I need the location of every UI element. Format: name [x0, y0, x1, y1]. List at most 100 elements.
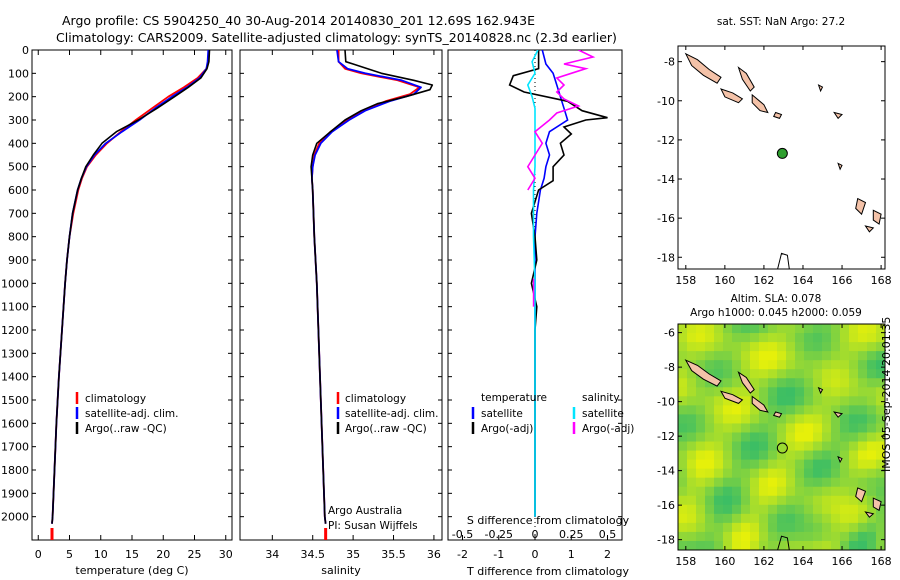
sla-cell — [858, 531, 868, 542]
sla-cell — [867, 378, 877, 388]
sla-cell — [687, 432, 697, 443]
x-tick-label: 162 — [753, 555, 774, 568]
sla-map-title: Altim. SLA: 0.078 — [731, 293, 822, 305]
sla-cell — [831, 540, 841, 550]
sla-cell — [786, 513, 796, 524]
y-tick-label: 1500 — [1, 394, 29, 407]
sla-cell — [696, 405, 706, 415]
sla-cell — [732, 405, 742, 415]
y-tick-label: -8 — [664, 361, 675, 374]
sla-cell — [795, 351, 805, 361]
sla-cell — [750, 351, 760, 361]
y-tick-label: 700 — [8, 207, 29, 220]
sla-cell — [714, 504, 724, 515]
sla-cell — [741, 414, 751, 424]
island — [773, 111, 783, 120]
sla-cell — [696, 486, 706, 497]
x-tick-label: 160 — [714, 274, 735, 287]
sla-cell — [867, 540, 877, 550]
sla-cell — [804, 540, 814, 550]
sla-cell — [858, 441, 868, 452]
sla-cell — [777, 441, 787, 452]
sla-cell — [732, 477, 742, 488]
island — [684, 52, 722, 84]
sla-cell — [840, 468, 850, 479]
sla-cell — [777, 378, 787, 388]
sla-cell — [813, 378, 823, 388]
sla-cell — [813, 423, 823, 433]
sla-cell — [750, 504, 760, 515]
sla-cell — [795, 405, 805, 415]
sla-cell — [678, 486, 688, 497]
sla-cell — [876, 342, 885, 352]
sla-cell — [723, 450, 733, 461]
x-tick-label: 164 — [792, 274, 813, 287]
sla-cell — [849, 513, 859, 524]
sla-cell — [867, 468, 877, 479]
sla-cell — [804, 387, 814, 397]
sla-cell — [687, 495, 697, 506]
temperature-lines — [50, 50, 211, 540]
sla-cell — [840, 504, 850, 515]
sla-cell — [822, 342, 832, 352]
island — [751, 93, 769, 114]
sst-map-axes: 158 160 162 164 166 168 -8 -10 -12 -14 -16 -18 — [657, 46, 892, 287]
sla-cell — [705, 495, 715, 506]
x-tick-label: 168 — [871, 555, 892, 568]
sla-cell — [723, 504, 733, 515]
x-tick-label: 166 — [832, 555, 853, 568]
sla-cell — [867, 351, 877, 361]
sla-cell — [696, 342, 706, 352]
sla-cell — [768, 486, 778, 497]
sla-cell — [687, 468, 697, 479]
sla-cell — [750, 486, 760, 497]
sla-cell — [876, 504, 885, 515]
sla-cell — [876, 405, 885, 415]
sla-cell — [741, 423, 751, 433]
sla-cell — [849, 468, 859, 479]
y-tick-label: -18 — [657, 251, 675, 264]
sla-cell — [867, 531, 877, 542]
sla-cell — [831, 405, 841, 415]
sla-cell — [876, 432, 885, 443]
sla-cell — [696, 531, 706, 542]
legend-group-salinity: salinity — [582, 392, 620, 404]
legend-label-targo: Argo(-adj) — [481, 423, 533, 435]
sla-cell — [786, 450, 796, 461]
sla-cell — [840, 396, 850, 406]
sla-cell — [822, 432, 832, 443]
sla-cell — [750, 522, 760, 533]
sla-cell — [768, 396, 778, 406]
sla-cell — [687, 324, 697, 334]
sla-cell — [723, 513, 733, 524]
y-tick-label: -18 — [657, 534, 675, 547]
sla-cell — [759, 540, 769, 550]
sla-cell — [714, 522, 724, 533]
sla-cell — [804, 405, 814, 415]
y-tick-label: 300 — [8, 114, 29, 127]
x-tick-label: 10 — [94, 548, 108, 561]
sla-cell — [813, 369, 823, 379]
sla-cell — [813, 513, 823, 524]
sla-cell — [867, 333, 877, 343]
y-tick-label: -14 — [657, 173, 675, 186]
sla-cell — [813, 468, 823, 479]
sla-cell — [831, 333, 841, 343]
sla-cell — [705, 468, 715, 479]
sla-cell — [723, 495, 733, 506]
island — [855, 487, 867, 503]
sla-cell — [759, 441, 769, 452]
sla-cell — [858, 333, 868, 343]
y-tick-label: 1600 — [1, 417, 29, 430]
sla-cell — [777, 504, 787, 515]
sla-cell — [867, 504, 877, 515]
header-line1: Argo profile: CS 5904250_40 30-Aug-2014 … — [62, 13, 535, 28]
sla-cell — [804, 351, 814, 361]
sla-cell — [849, 531, 859, 542]
sla-cell — [786, 396, 796, 406]
sla-cell — [714, 396, 724, 406]
sla-cell — [678, 504, 688, 515]
sla-cell — [804, 522, 814, 533]
sla-cell — [876, 459, 885, 470]
sla-cell — [840, 423, 850, 433]
